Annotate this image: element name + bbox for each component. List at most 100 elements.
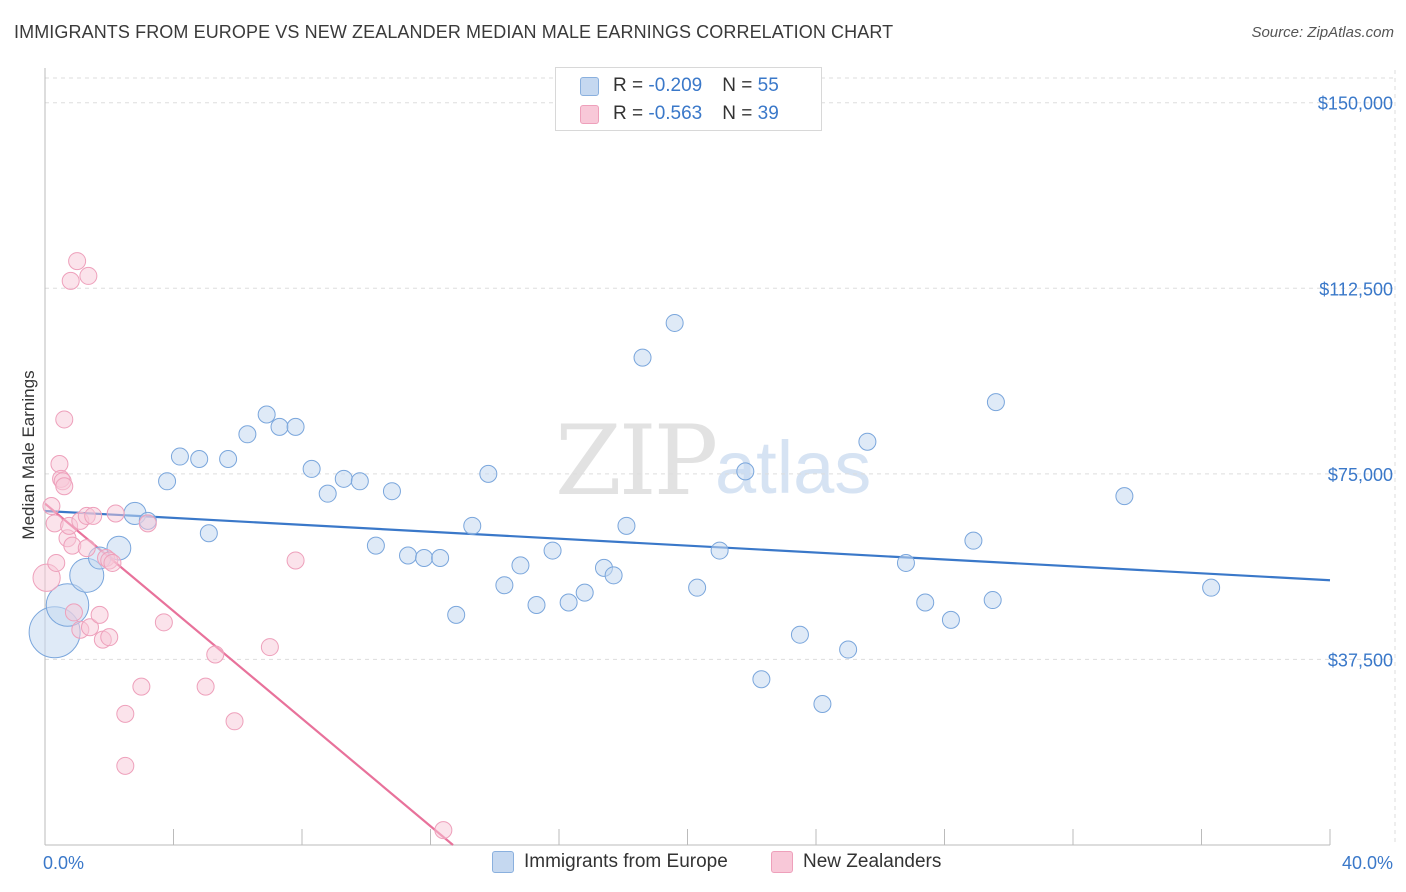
nz-point [434,821,453,840]
y-tick-label: $150,000 [1318,94,1393,114]
europe-point [431,548,450,567]
legend-label-europe: Immigrants from Europe [524,851,728,872]
nz-point [106,504,125,523]
nz-point [100,628,119,647]
europe-point [479,464,498,483]
europe-point [302,459,321,478]
legend-swatch-nz [771,851,793,873]
europe-point [366,536,385,555]
nz-point [79,266,98,285]
y-tick-label: $75,000 [1328,465,1393,485]
y-tick-label: $37,500 [1328,650,1393,670]
europe-point [575,583,594,602]
europe-point [736,462,755,481]
nz-point [116,756,135,775]
legend-r-value: -0.209 [648,75,703,96]
legend-row-blue: R = -0.209 N = 55 [556,72,779,100]
europe-point [604,566,623,585]
legend-swatch-blue [580,76,599,96]
nz-point [225,712,244,731]
nz-point [286,551,305,570]
europe-point [527,596,546,615]
europe-point [257,405,276,424]
europe-point [752,670,771,689]
europe-point [665,313,684,332]
series-legend: Immigrants from Europe New Zealanders [0,851,1406,879]
europe-point [170,447,189,466]
nz-point [55,477,74,496]
europe-point [286,417,305,436]
europe-point [399,546,418,565]
axes [44,68,1331,846]
nz-point [116,704,135,723]
europe-point [790,625,809,644]
nz-point [55,410,74,429]
europe-point [511,556,530,575]
europe-point [941,610,960,629]
watermark-zip: ZIP [555,405,718,517]
nz-point [84,506,103,525]
nz-point [260,638,279,657]
europe-point [617,516,636,535]
y-axis-label: Median Male Earnings [19,370,38,539]
europe-point [964,531,983,550]
source-label: Source: ZipAtlas.com [1251,24,1394,41]
europe-point [382,482,401,501]
legend-n-value: 55 [757,75,779,96]
europe-point [495,576,514,595]
europe-point [158,472,177,491]
europe-point [190,450,209,469]
legend-n-label: N = [722,75,758,96]
europe-point [559,593,578,612]
europe-point [983,591,1002,610]
europe-point [986,393,1005,412]
europe-point [839,640,858,659]
europe-point [858,432,877,451]
nz-point [103,553,122,572]
gridlines [45,70,1396,845]
chart-title: IMMIGRANTS FROM EUROPE VS NEW ZEALANDER … [14,22,894,42]
nz-point [206,645,225,664]
trend-lines [44,502,1331,846]
nz-point [196,677,215,696]
tick-labels: $37,500 $75,000 $112,500 $150,000 0.0% 40.0% [43,94,1393,873]
legend-row-pink: R = -0.563 N = 39 [556,100,779,128]
europe-point [415,548,434,567]
europe-point [447,605,466,624]
legend-n-value: 39 [757,103,779,124]
europe-point [1202,578,1221,597]
legend-swatch-pink [580,104,599,124]
nz-point [61,271,80,290]
europe-point [350,472,369,491]
europe-point [916,593,935,612]
legend-item-europe: Immigrants from Europe [492,851,728,873]
legend-r-label: R = [613,75,649,96]
europe-point [199,524,218,543]
nz-point [132,677,151,696]
x-tick-label: 40.0% [1342,853,1393,873]
europe-point [334,469,353,488]
europe-point [633,348,652,367]
legend-label-nz: New Zealanders [803,851,942,872]
data-points [28,252,1221,840]
y-tick-label: $112,500 [1319,279,1393,299]
legend-item-nz: New Zealanders [771,851,941,873]
europe-point [813,694,832,713]
nz-point [138,514,157,533]
nz-point [47,553,66,572]
nz-point [77,539,96,558]
x-tick-label: 0.0% [43,853,84,873]
nz-point [80,618,99,637]
legend-n-label: N = [722,103,758,124]
europe-trend-line [44,509,1331,582]
nz-point [154,613,173,632]
europe-point [238,425,257,444]
legend-r-label: R = [613,103,649,124]
nz-point [68,252,87,271]
legend-swatch-europe [492,851,514,873]
europe-point [318,484,337,503]
stats-legend: R = -0.209 N = 55 R = -0.563 N = 39 [555,67,822,131]
nz-point [50,454,69,473]
europe-point [710,541,729,560]
